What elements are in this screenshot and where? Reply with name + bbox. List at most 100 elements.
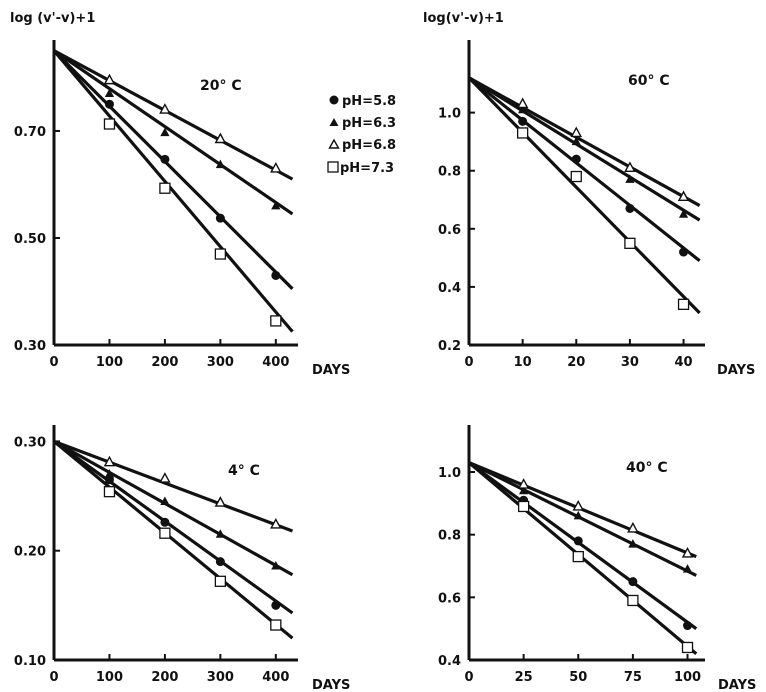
y-tick-label: 0.30 bbox=[14, 435, 46, 450]
fit-line bbox=[52, 49, 294, 333]
data-point bbox=[215, 213, 225, 223]
panel-40c-xlabel: DAYS bbox=[718, 678, 756, 692]
panel-40c-title: 40° C bbox=[626, 460, 668, 476]
data-point bbox=[270, 315, 282, 327]
panel-20c-xlabel: DAYS bbox=[312, 363, 350, 378]
fit-line bbox=[468, 76, 701, 222]
filled-circle-icon bbox=[329, 95, 339, 105]
x-tick-label: 200 bbox=[151, 670, 178, 685]
data-point bbox=[682, 564, 693, 573]
x-tick-label: 100 bbox=[96, 670, 123, 685]
data-point bbox=[159, 182, 171, 194]
x-tick-label: 0 bbox=[49, 670, 58, 685]
plot-layer: 0 100 200 300 400 0.30 0.50 0.70 0 10 20 30 40 0.2 0.4… bbox=[14, 40, 705, 685]
x-tick-label: 100 bbox=[674, 670, 701, 685]
data-point bbox=[160, 127, 170, 137]
x-tick-label: 0 bbox=[464, 670, 473, 685]
y-tick-label: 0.6 bbox=[438, 223, 461, 238]
data-point bbox=[215, 557, 225, 567]
panel-60c-ylabel: log(v'-v)+1 bbox=[423, 11, 504, 26]
x-tick-label: 50 bbox=[569, 670, 587, 685]
x-tick-label: 10 bbox=[514, 355, 532, 370]
y-tick-label: 0.50 bbox=[14, 232, 46, 247]
x-tick-label: 75 bbox=[624, 670, 642, 685]
panel-4c-xlabel: DAYS bbox=[312, 678, 350, 692]
panel-4c: 4° C DAYS bbox=[228, 463, 350, 692]
data-point bbox=[104, 469, 115, 478]
y-tick-label: 0.4 bbox=[438, 281, 461, 296]
y-tick-label: 0.70 bbox=[14, 125, 46, 140]
data-point bbox=[103, 73, 116, 85]
fit-line bbox=[467, 76, 701, 315]
panel-4c-title: 4° C bbox=[228, 463, 260, 479]
data-point bbox=[681, 641, 694, 654]
data-point bbox=[573, 536, 583, 546]
fit-line bbox=[53, 49, 294, 181]
filled-triangle-icon bbox=[329, 118, 339, 126]
data-point bbox=[518, 104, 528, 114]
panel-40c: 40° C DAYS bbox=[626, 460, 756, 692]
data-point bbox=[679, 247, 689, 257]
data-point bbox=[517, 500, 530, 513]
y-tick-label: 0.10 bbox=[14, 654, 46, 669]
data-point bbox=[103, 486, 116, 498]
y-tick-label: 0.20 bbox=[14, 545, 46, 560]
data-point bbox=[628, 577, 638, 587]
data-point bbox=[572, 499, 585, 511]
fit-line bbox=[53, 439, 294, 533]
data-point bbox=[160, 517, 170, 527]
x-tick-label: 200 bbox=[151, 355, 178, 370]
data-point bbox=[519, 485, 529, 495]
data-point bbox=[271, 200, 281, 210]
data-point bbox=[160, 496, 170, 506]
data-point bbox=[103, 118, 116, 130]
data-point bbox=[518, 116, 528, 126]
fit-line bbox=[468, 76, 701, 207]
y-tick-label: 1.0 bbox=[438, 107, 461, 122]
data-point bbox=[214, 248, 227, 260]
data-point bbox=[270, 161, 282, 173]
data-point bbox=[215, 529, 225, 538]
data-point bbox=[683, 621, 693, 631]
x-tick-label: 400 bbox=[262, 670, 289, 685]
data-point bbox=[214, 496, 227, 507]
data-point bbox=[104, 99, 114, 109]
data-point bbox=[627, 521, 639, 533]
data-point bbox=[625, 203, 635, 213]
data-point bbox=[271, 600, 281, 610]
data-point bbox=[159, 103, 171, 114]
data-point bbox=[103, 455, 116, 467]
legend-item-ph-6-3: pH=6.3 bbox=[329, 116, 396, 131]
x-tick-label: 0 bbox=[49, 355, 58, 370]
legend-item-ph-6-8: pH=6.8 bbox=[328, 138, 396, 153]
data-point bbox=[627, 594, 639, 607]
fit-line bbox=[52, 440, 294, 640]
data-point bbox=[517, 478, 530, 489]
data-point bbox=[271, 561, 281, 570]
legend-label: pH=6.8 bbox=[342, 138, 396, 153]
data-point bbox=[570, 170, 582, 183]
data-point bbox=[572, 550, 584, 563]
x-tick-label: 100 bbox=[96, 355, 123, 370]
data-point bbox=[271, 270, 281, 280]
y-tick-label: 0.6 bbox=[438, 591, 461, 606]
panel-20c-title: 20° C bbox=[200, 78, 242, 94]
data-point bbox=[625, 174, 635, 183]
open-triangle-icon bbox=[328, 138, 340, 149]
y-tick-label: 0.4 bbox=[438, 654, 461, 669]
data-point bbox=[516, 97, 529, 109]
y-tick-label: 0.2 bbox=[438, 339, 461, 354]
data-point bbox=[214, 575, 227, 587]
open-square-icon bbox=[327, 161, 339, 173]
data-point bbox=[270, 619, 282, 631]
y-tick-label: 0.8 bbox=[438, 165, 461, 180]
legend-label: pH=5.8 bbox=[342, 94, 396, 109]
fit-line bbox=[53, 49, 294, 216]
legend-item-ph-7-3: pH=7.3 bbox=[327, 161, 394, 176]
data-point bbox=[681, 546, 694, 558]
x-tick-label: 300 bbox=[207, 355, 234, 370]
legend-item-ph-5-8: pH=5.8 bbox=[329, 94, 396, 109]
panel-60c-xlabel: DAYS bbox=[717, 363, 755, 378]
data-point bbox=[214, 132, 227, 144]
